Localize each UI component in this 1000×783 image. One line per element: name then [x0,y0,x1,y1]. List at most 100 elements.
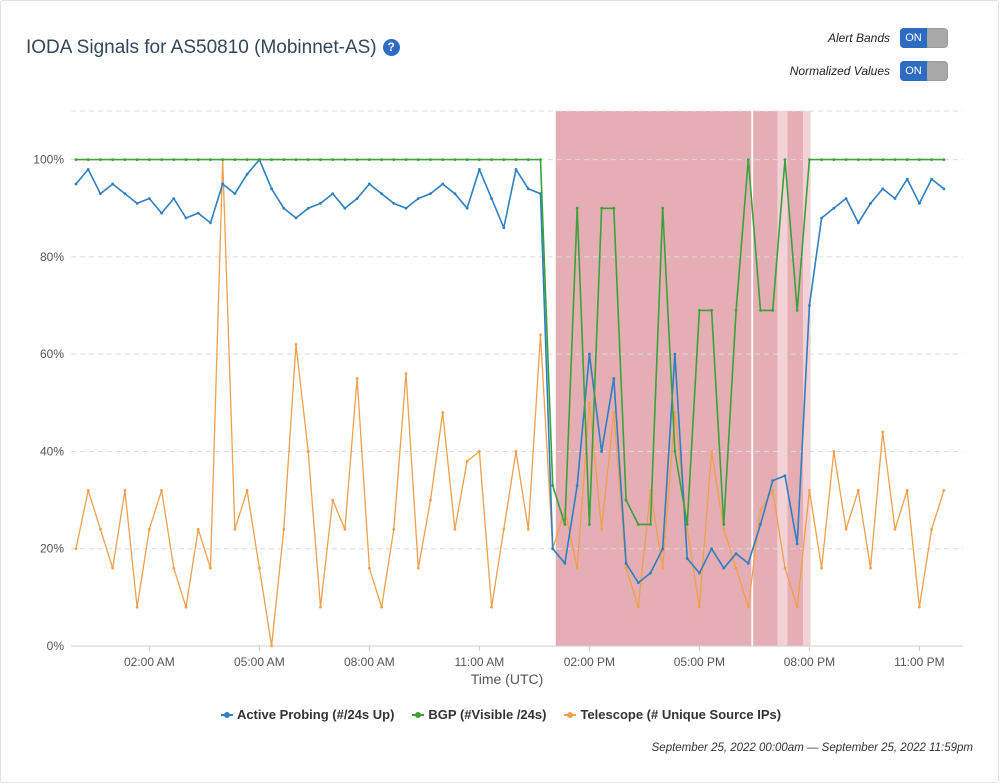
data-point [490,605,493,609]
legend-item-bgp[interactable]: BGP (#Visible /24s) [412,707,546,722]
data-point [306,206,310,210]
data-point [355,158,359,162]
legend-item-telescope[interactable]: Telescope (# Unique Source IPs) [564,707,781,722]
question-circle-icon[interactable]: ? [382,39,400,56]
data-point [746,158,750,162]
data-point [429,158,432,162]
data-point [392,527,396,531]
data-point [257,158,261,162]
data-point [783,566,787,570]
data-point [380,605,383,609]
data-point [233,158,237,162]
data-point [771,479,775,483]
data-point [465,459,469,463]
data-point [575,484,579,487]
alert-bands-label: Alert Bands [827,31,890,45]
data-point [514,450,518,453]
data-point [343,527,347,531]
normalized-values-toggle[interactable]: ON [900,61,948,81]
data-point [282,206,286,210]
data-point [355,197,359,200]
y-tick-label: 60% [40,347,64,361]
data-point [172,566,176,570]
data-point [172,197,176,200]
data-point [844,527,848,531]
data-point [135,605,139,609]
data-point [526,158,530,162]
legend-marker [564,709,577,721]
legend-item-active-probing[interactable]: Active Probing (#/24s Up) [220,707,394,722]
data-point [380,192,383,196]
data-point [502,527,506,531]
data-point [196,527,200,531]
data-point [832,450,836,453]
data-point [367,158,371,162]
data-point [905,488,909,492]
data-point [771,488,775,492]
data-point [661,566,665,570]
x-tick-label: 08:00 PM [784,655,835,669]
data-point [502,158,506,162]
data-point [636,581,640,585]
data-point [918,202,921,205]
data-point [918,605,921,609]
data-point [759,508,762,512]
data-point [367,182,371,186]
data-point [514,167,518,171]
data-point [771,309,775,312]
data-point [930,177,934,181]
data-point [673,411,677,414]
data-point [710,309,714,312]
data-point [441,182,445,186]
data-point [808,488,811,492]
alert-bands-toggle[interactable]: ON [900,28,948,48]
data-point [270,158,273,162]
data-point [612,206,616,210]
data-point [918,158,921,162]
data-point [123,192,127,196]
data-point [319,158,322,162]
data-point [331,498,335,502]
data-point [820,216,824,220]
data-point [441,158,445,162]
data-point [587,401,591,405]
legend-marker [220,709,233,721]
x-axis-label: Time (UTC) [471,671,544,687]
data-point [587,523,591,526]
data-point [160,488,163,492]
series-line-1 [76,158,944,526]
data-point [355,377,359,380]
data-point [319,202,322,205]
data-point [710,450,714,453]
data-point [636,523,640,526]
data-point [869,566,872,570]
data-point [209,158,212,162]
title-text: IODA Signals for AS50810 (Mobinnet-AS) [26,37,377,58]
data-point [856,488,860,492]
legend-label: BGP (#Visible /24s) [428,707,547,722]
series-line-0 [75,158,945,584]
data-point [160,211,163,215]
x-tick-label: 05:00 PM [674,655,725,669]
data-point [86,488,90,492]
data-point [844,158,848,162]
data-point [673,450,677,453]
data-point [661,547,665,551]
data-point [624,566,628,570]
series-line-2 [75,158,945,647]
data-point [99,158,102,162]
data-point [893,527,897,531]
data-point [685,527,689,531]
data-point [575,566,579,570]
data-point [905,158,909,162]
data-point [221,158,225,162]
x-tick-label: 11:00 PM [894,655,944,669]
data-point [759,309,762,312]
data-point [795,309,799,312]
data-point [746,561,750,565]
data-point [697,605,701,609]
data-point [184,216,188,220]
data-point [416,197,420,200]
y-tick-label: 20% [40,542,64,556]
